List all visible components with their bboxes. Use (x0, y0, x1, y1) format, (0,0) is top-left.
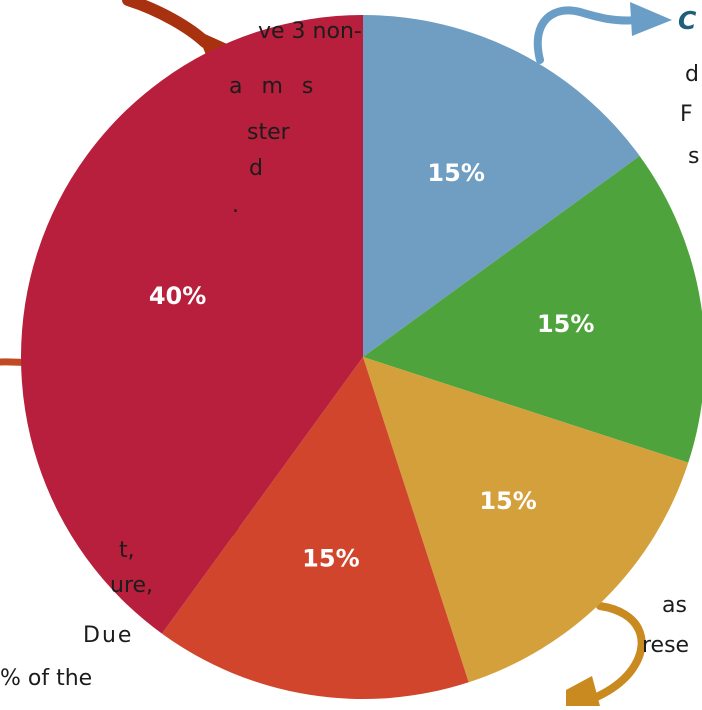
slice-label: 15% (479, 487, 536, 515)
left-text-line: . (232, 193, 239, 218)
left-text-line: ster (247, 120, 290, 145)
left-text-line: d (249, 156, 263, 181)
arrow-line-top (122, 0, 211, 48)
slice-label: 15% (302, 545, 359, 573)
left-text-line: ve 3 non- (258, 19, 362, 44)
left-text-line: ure, (110, 573, 154, 598)
right-text-line: as (662, 593, 687, 618)
pie-slice (161, 357, 469, 700)
slice-label: 40% (149, 282, 206, 310)
slice-label: 15% (427, 159, 484, 187)
right-text-line: d (685, 62, 699, 87)
right-text-line: s (688, 144, 700, 169)
pie-slice (363, 155, 702, 463)
left-text-line: t, (119, 538, 135, 563)
left-text-line: % of the (0, 666, 93, 691)
pie-slices (20, 15, 702, 700)
right-text-line: F (680, 102, 693, 127)
arrowhead-bottom-right-icon (566, 676, 600, 706)
slice-label: 15% (537, 310, 594, 338)
right-text-line: rese (642, 633, 690, 658)
pie-slice (363, 15, 640, 357)
right-text-line: C (678, 6, 697, 35)
slice-labels: 15% 15% 15% 15% 40% (149, 159, 595, 573)
left-text-line: a m s (229, 74, 320, 99)
pie-slice (363, 357, 689, 683)
left-text-line: Due (83, 623, 134, 648)
arrowhead-top-right-icon (630, 2, 672, 36)
pie-slice (20, 15, 363, 634)
arrow-line-top-right (533, 6, 644, 64)
